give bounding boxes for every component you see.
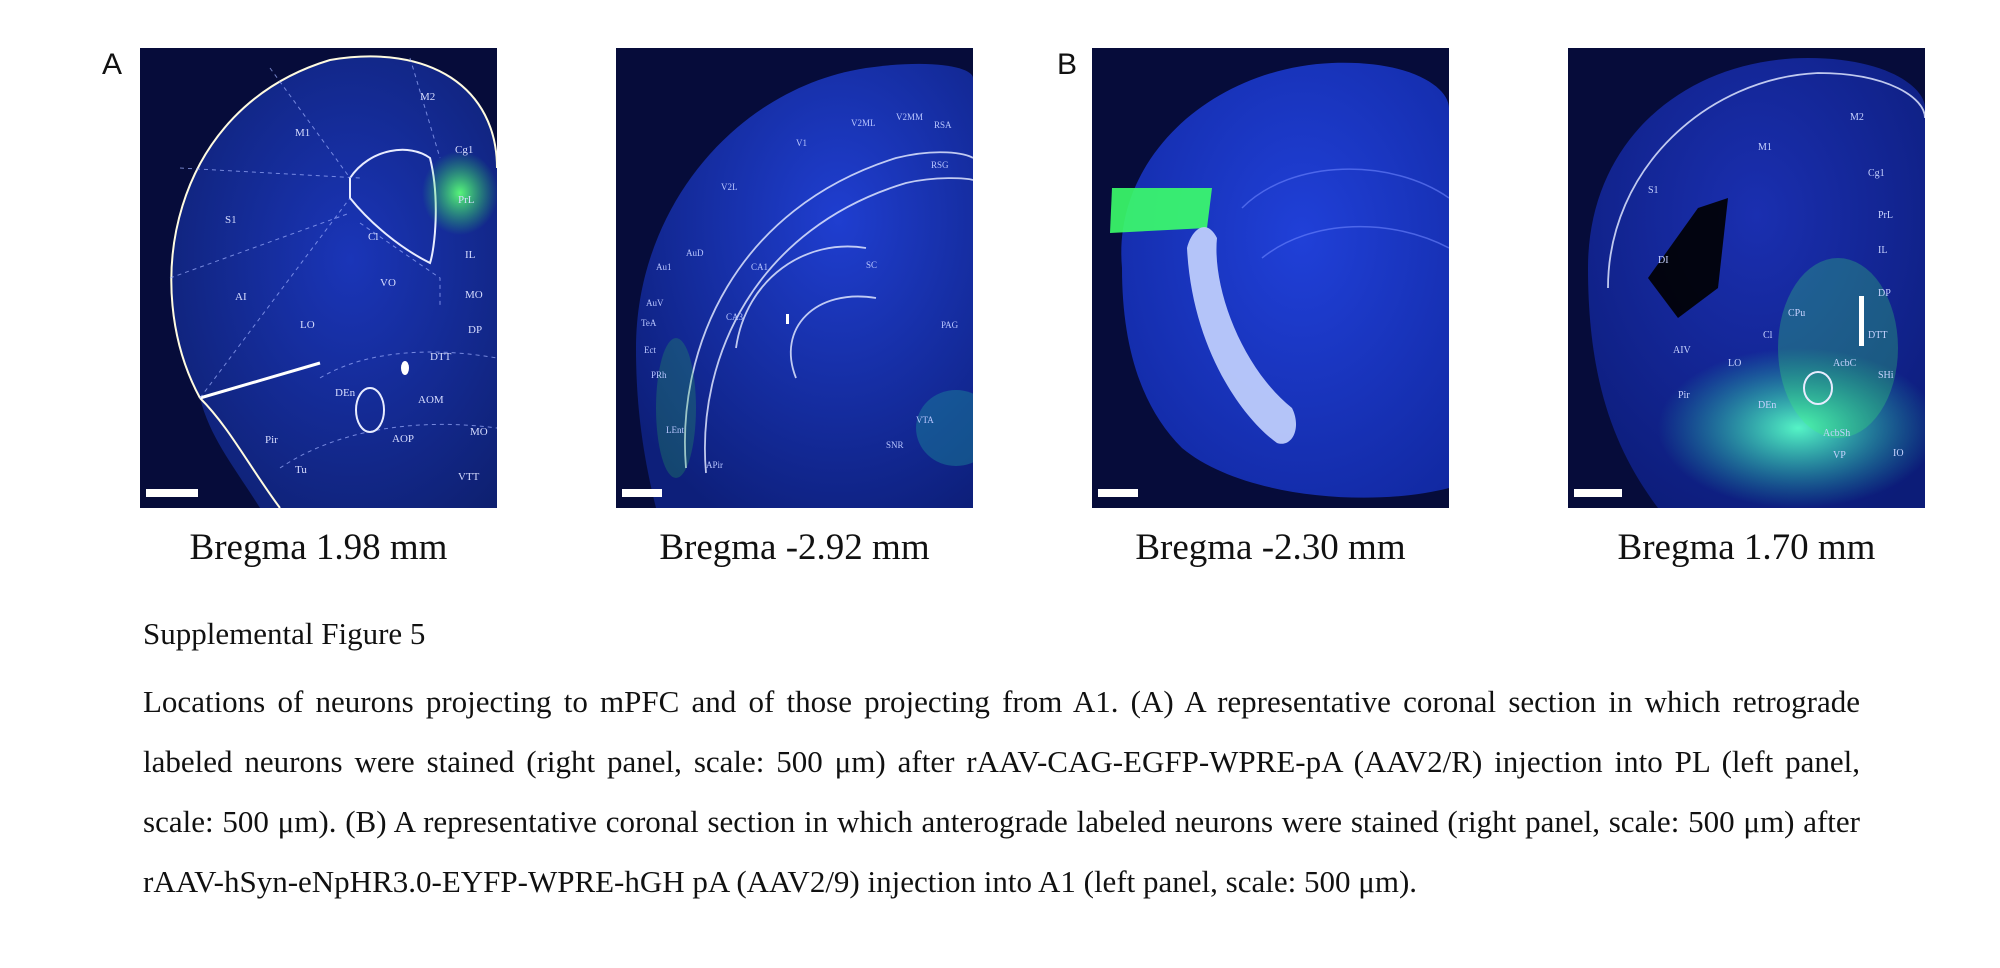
svg-text:CA1: CA1 — [751, 262, 768, 272]
svg-text:M1: M1 — [1758, 142, 1772, 153]
svg-text:AOP: AOP — [392, 433, 414, 445]
brain-section-image-4: M2 M1 Cg1 S1 PrL DI IL DP CPu DTT AIV Cl LO AcbC P… — [1568, 48, 1925, 508]
svg-text:S1: S1 — [1648, 185, 1659, 196]
svg-text:LO: LO — [300, 319, 315, 331]
svg-text:DP: DP — [1878, 288, 1891, 299]
svg-text:Cl: Cl — [368, 231, 378, 243]
svg-text:DP: DP — [468, 324, 482, 336]
bregma-label-2: Bregma -2.92 mm — [659, 527, 930, 568]
svg-text:AcbSh: AcbSh — [1823, 428, 1850, 439]
bregma-label-1: Bregma 1.98 mm — [189, 527, 448, 568]
svg-text:M2: M2 — [1850, 112, 1864, 123]
svg-text:DTT: DTT — [1868, 330, 1887, 341]
svg-text:APir: APir — [706, 460, 723, 470]
svg-text:PAG: PAG — [941, 320, 959, 330]
svg-text:VO: VO — [380, 277, 396, 289]
svg-text:DI: DI — [1658, 255, 1669, 266]
svg-text:AI: AI — [235, 291, 247, 303]
svg-text:AOM: AOM — [418, 394, 444, 406]
svg-text:SNR: SNR — [886, 440, 904, 450]
svg-text:MO: MO — [465, 289, 483, 301]
svg-text:Cg1: Cg1 — [1868, 168, 1885, 179]
svg-text:CA3: CA3 — [726, 312, 744, 322]
svg-text:AcbC: AcbC — [1833, 358, 1857, 369]
svg-text:V2ML: V2ML — [851, 118, 876, 128]
svg-text:VTA: VTA — [916, 415, 934, 425]
svg-text:VTT: VTT — [458, 471, 480, 483]
brain-section-image-1: M2 M1 Cg1 PrL S1 Cl IL VO AI LO MO DP DTT DEn AOM … — [140, 48, 497, 508]
svg-text:AuV: AuV — [646, 298, 664, 308]
bregma-label-3: Bregma -2.30 mm — [1135, 527, 1406, 568]
svg-text:Cl: Cl — [1763, 330, 1773, 341]
svg-text:VP: VP — [1833, 450, 1846, 461]
svg-text:SHi: SHi — [1878, 370, 1894, 381]
svg-text:PRh: PRh — [651, 370, 667, 380]
svg-text:Cg1: Cg1 — [455, 144, 473, 156]
svg-text:V2L: V2L — [721, 182, 738, 192]
svg-text:Pir: Pir — [1678, 390, 1690, 401]
brain-section-image-3 — [1092, 48, 1449, 508]
svg-text:Pir: Pir — [265, 434, 278, 446]
panel-letter-a: A — [102, 48, 123, 81]
svg-text:PrL: PrL — [458, 194, 475, 206]
svg-text:IO: IO — [1893, 448, 1904, 459]
svg-text:RSA: RSA — [934, 120, 952, 130]
bregma-label-4: Bregma 1.70 mm — [1617, 527, 1876, 568]
svg-text:SC: SC — [866, 260, 877, 270]
svg-text:TeA: TeA — [641, 318, 657, 328]
svg-text:LEnt: LEnt — [666, 425, 684, 435]
svg-text:V2MM: V2MM — [896, 112, 923, 122]
panel-letter-b: B — [1057, 48, 1078, 81]
svg-text:AuD: AuD — [686, 248, 704, 258]
svg-text:Tu: Tu — [295, 464, 307, 476]
svg-text:Ect: Ect — [644, 345, 656, 355]
svg-text:AIV: AIV — [1673, 345, 1692, 356]
svg-text:IL: IL — [1878, 245, 1887, 256]
svg-text:DTT: DTT — [430, 351, 452, 363]
figure-title: Supplemental Figure 5 — [143, 616, 426, 651]
figure-legend: Locations of neurons projecting to mPFC … — [143, 684, 1860, 899]
brain-section-image-2: V2ML V2MM RSA V1 RSG V2L AuD Au1 AuV TeA Ect PRh… — [616, 48, 973, 508]
svg-text:IL: IL — [465, 249, 476, 261]
svg-text:Au1: Au1 — [656, 262, 672, 272]
svg-text:MO: MO — [470, 426, 488, 438]
svg-text:M2: M2 — [420, 91, 435, 103]
svg-text:M1: M1 — [295, 127, 310, 139]
svg-text:S1: S1 — [225, 214, 237, 226]
svg-text:RSG: RSG — [931, 160, 949, 170]
svg-text:PrL: PrL — [1878, 210, 1893, 221]
svg-text:DEn: DEn — [1758, 400, 1776, 411]
svg-text:CPu: CPu — [1788, 308, 1805, 319]
svg-text:DEn: DEn — [335, 387, 356, 399]
svg-text:V1: V1 — [796, 138, 807, 148]
svg-text:LO: LO — [1728, 358, 1741, 369]
